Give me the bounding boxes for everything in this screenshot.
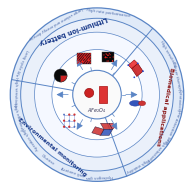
Circle shape [105, 56, 106, 57]
Text: Large volume and energy density: Large volume and energy density [28, 5, 83, 40]
Polygon shape [100, 129, 113, 135]
Ellipse shape [139, 101, 146, 106]
Text: High stability: High stability [126, 157, 150, 174]
Text: Low detection limit: Low detection limit [163, 109, 182, 145]
Circle shape [105, 57, 107, 58]
Circle shape [108, 60, 109, 62]
Text: Environmental monitoring: Environmental monitoring [17, 117, 88, 178]
Text: High selectivity: High selectivity [146, 137, 169, 162]
Circle shape [103, 54, 105, 56]
Circle shape [68, 120, 70, 122]
Text: High sensitivity: High sensitivity [13, 77, 18, 107]
Circle shape [73, 119, 76, 122]
Polygon shape [109, 123, 116, 129]
Polygon shape [128, 60, 138, 69]
Circle shape [106, 54, 107, 55]
Polygon shape [81, 60, 84, 62]
Circle shape [68, 113, 70, 116]
Circle shape [105, 57, 106, 58]
Circle shape [10, 8, 184, 181]
Polygon shape [132, 63, 143, 76]
Circle shape [107, 55, 108, 56]
Text: Hydrogen gas: Hydrogen gas [86, 174, 113, 179]
Circle shape [106, 53, 107, 54]
Circle shape [112, 61, 113, 62]
Circle shape [108, 55, 109, 56]
Text: Cancer therapy: Cancer therapy [171, 61, 182, 91]
Circle shape [142, 70, 144, 72]
FancyBboxPatch shape [99, 86, 107, 103]
Text: Lithium-ion battery: Lithium-ion battery [39, 15, 108, 45]
Circle shape [35, 32, 159, 157]
Text: Cytotoxicity: Cytotoxicity [176, 89, 181, 112]
Polygon shape [92, 127, 104, 135]
Ellipse shape [130, 101, 141, 106]
Circle shape [106, 57, 107, 58]
Text: High capacity: High capacity [20, 128, 38, 153]
Circle shape [68, 126, 70, 128]
Text: High sensitivity: High sensitivity [159, 40, 177, 68]
Circle shape [73, 70, 121, 119]
Text: High efficiency: High efficiency [12, 103, 24, 132]
Circle shape [109, 53, 110, 54]
Circle shape [52, 50, 142, 140]
Text: High rate performance: High rate performance [86, 9, 131, 19]
Wedge shape [61, 76, 67, 82]
FancyBboxPatch shape [102, 52, 114, 62]
Text: Glucose: Glucose [40, 154, 55, 166]
Circle shape [54, 69, 67, 82]
Circle shape [73, 113, 76, 116]
Circle shape [109, 57, 111, 58]
FancyBboxPatch shape [77, 53, 91, 64]
Circle shape [85, 88, 94, 97]
Circle shape [63, 126, 65, 128]
Circle shape [133, 76, 135, 78]
Circle shape [137, 63, 139, 64]
Polygon shape [100, 123, 113, 129]
Text: Acetone gas: Acetone gas [60, 167, 84, 178]
Polygon shape [87, 58, 90, 61]
Circle shape [113, 56, 114, 58]
Circle shape [63, 119, 65, 122]
Circle shape [74, 126, 75, 128]
Circle shape [127, 64, 129, 66]
Text: $\it{AFe_2O_4}$: $\it{AFe_2O_4}$ [87, 106, 107, 115]
Circle shape [63, 114, 65, 115]
Text: Long cycle life: Long cycle life [14, 49, 29, 76]
Text: Biomedical applications: Biomedical applications [156, 67, 174, 146]
Circle shape [21, 18, 173, 171]
Polygon shape [84, 56, 86, 58]
Circle shape [112, 60, 113, 61]
Circle shape [107, 60, 108, 62]
Circle shape [110, 54, 111, 55]
Circle shape [105, 57, 106, 58]
